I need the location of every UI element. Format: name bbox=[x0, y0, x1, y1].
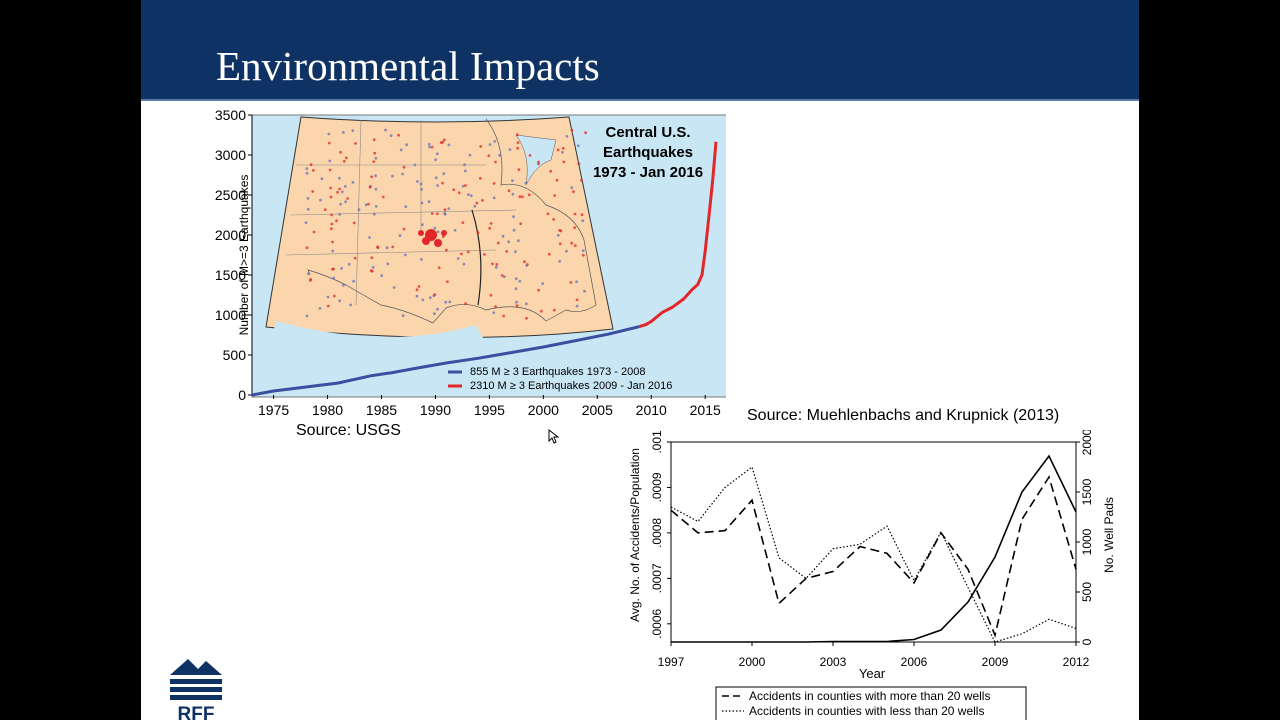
x-tick-label: 2005 bbox=[582, 402, 613, 415]
x-tick-label: 2009 bbox=[982, 655, 1009, 669]
right-axis-label: No. Well Pads bbox=[1102, 497, 1116, 573]
left-tick-label: .0007 bbox=[650, 563, 664, 593]
map-title-line: 1973 - Jan 2016 bbox=[593, 164, 703, 181]
right-tick-label: 500 bbox=[1080, 582, 1094, 602]
series-line bbox=[670, 465, 1077, 643]
map-title-line: Central U.S. bbox=[605, 124, 690, 141]
map-title-line: Earthquakes bbox=[603, 144, 693, 161]
series-line bbox=[638, 141, 718, 329]
right-tick-label: 0 bbox=[1080, 638, 1094, 645]
accidents-axes: 1997 2000 2003 2006 2009 2012 .0006 .0007 .0008.… bbox=[650, 430, 1094, 669]
legend-entry: Accidents in counties with less than 20 … bbox=[749, 704, 984, 718]
series-line bbox=[670, 475, 1077, 638]
y-tick-label: 2000 bbox=[215, 227, 246, 243]
right-tick-label: 2000 bbox=[1080, 430, 1094, 455]
accidents-legend: Accidents in counties with more than 20 … bbox=[715, 686, 1027, 720]
y-tick-label: 0 bbox=[238, 387, 246, 403]
x-tick-label: 2010 bbox=[636, 402, 667, 415]
right-tick-label: 1500 bbox=[1080, 478, 1094, 505]
left-tick-label: .0009 bbox=[650, 472, 664, 502]
mouse-cursor-icon bbox=[548, 429, 560, 444]
header-divider bbox=[141, 99, 1139, 101]
source-muehlenbachs: Source: Muehlenbachs and Krupnick (2013) bbox=[747, 407, 1060, 424]
y-tick-label: 500 bbox=[223, 347, 247, 363]
left-tick-label: .0008 bbox=[650, 518, 664, 548]
source-usgs: Source: USGS bbox=[296, 422, 401, 439]
y-tick-label: 1500 bbox=[215, 267, 246, 283]
x-tick-label: 2000 bbox=[528, 402, 559, 415]
x-tick-label: 2003 bbox=[820, 655, 847, 669]
x-tick-label: 2015 bbox=[690, 402, 721, 415]
legend-entry: Accidents in counties with more than 20 … bbox=[749, 689, 990, 703]
x-tick-label: 1995 bbox=[474, 402, 505, 415]
map-title: Central U.S. Earthquakes 1973 - Jan 2016 bbox=[593, 124, 703, 181]
x-tick-label: 1975 bbox=[258, 402, 289, 415]
right-tick-label: 1000 bbox=[1080, 528, 1094, 555]
series-line bbox=[251, 325, 640, 397]
y-axis-label: Number of M>=3 Earthquakes bbox=[237, 175, 251, 336]
left-tick-label: .0006 bbox=[650, 608, 664, 638]
legend-entry: 2310 M ≥ 3 Earthquakes 2009 - Jan 2016 bbox=[470, 380, 672, 392]
y-tick-label: 3500 bbox=[215, 107, 246, 123]
legend-entry: 855 M ≥ 3 Earthquakes 1973 - 2008 bbox=[470, 366, 645, 378]
earthquake-series bbox=[251, 141, 718, 397]
accidents-series bbox=[670, 454, 1077, 643]
left-axis-label: Avg. No. of Accidents/Population bbox=[628, 448, 642, 622]
x-tick-label: 1980 bbox=[312, 402, 343, 415]
earthquake-legend: 855 M ≥ 3 Earthquakes 1973 - 2008 2310 M… bbox=[448, 366, 672, 392]
slide-header: Environmental Impacts bbox=[141, 0, 1139, 100]
slide-title: Environmental Impacts bbox=[216, 43, 600, 89]
y-tick-label: 1000 bbox=[215, 307, 246, 323]
earthquake-chart: Central U.S. Earthquakes 1973 - Jan 2016… bbox=[215, 107, 726, 415]
y-tick-label: 2500 bbox=[215, 187, 246, 203]
earthquake-map bbox=[251, 114, 726, 398]
left-tick-label: .001 bbox=[650, 430, 664, 454]
accidents-chart: 1997 2000 2003 2006 2009 2012 .0006 .0007 .0008.… bbox=[628, 430, 1116, 720]
x-axis-label: Year bbox=[859, 666, 886, 681]
rff-logo: RFF bbox=[170, 659, 222, 720]
earthquake-axes: 0 500 1000 1500 2000 2500 3000 3500 1975 1980 1985… bbox=[215, 107, 721, 415]
x-tick-label: 1990 bbox=[420, 402, 451, 415]
x-tick-label: 2000 bbox=[739, 655, 766, 669]
slide: Environmental Impacts Central U.S. Earth… bbox=[141, 0, 1139, 720]
x-tick-label: 1985 bbox=[366, 402, 397, 415]
x-tick-label: 2006 bbox=[901, 655, 928, 669]
x-tick-label: 2012 bbox=[1063, 655, 1090, 669]
y-tick-label: 3000 bbox=[215, 147, 246, 163]
logo-text: RFF bbox=[178, 704, 215, 720]
series-line bbox=[671, 454, 1077, 643]
x-tick-label: 1997 bbox=[658, 655, 685, 669]
